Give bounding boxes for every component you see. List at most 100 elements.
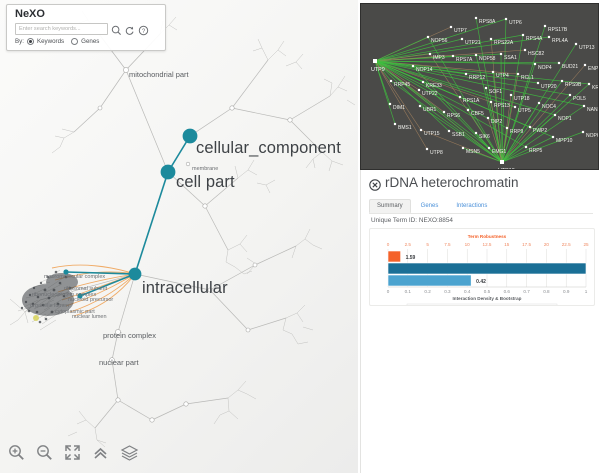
gene-node[interactable] xyxy=(528,125,532,129)
network-nodes[interactable] xyxy=(373,16,591,164)
search-row[interactable]: ? xyxy=(15,22,159,36)
gene-node[interactable] xyxy=(516,72,520,76)
gene-node[interactable] xyxy=(500,160,504,164)
tree-toolbar[interactable] xyxy=(8,444,139,466)
tree-dense-cluster[interactable] xyxy=(17,269,78,331)
search-icon[interactable] xyxy=(111,23,122,35)
gene-node[interactable] xyxy=(499,52,503,56)
gene-node[interactable] xyxy=(464,72,468,76)
network-edge xyxy=(374,36,429,62)
network-edge xyxy=(501,80,563,163)
search-panel[interactable]: NeXO ? By: Keywords Genes xyxy=(6,4,166,51)
gene-node[interactable] xyxy=(581,130,585,134)
gene-node[interactable] xyxy=(466,108,470,112)
gene-node[interactable] xyxy=(547,35,551,39)
panel-tabs[interactable]: Summary Genes Interactions xyxy=(369,199,495,213)
gene-node[interactable] xyxy=(461,146,465,150)
gene-node[interactable] xyxy=(474,131,478,135)
tree-nodes[interactable] xyxy=(67,67,293,423)
gene-label: RPS8A xyxy=(479,19,496,25)
gene-node[interactable] xyxy=(513,105,517,109)
gene-label: NAN1 xyxy=(587,107,598,113)
gene-node[interactable] xyxy=(458,95,462,99)
network-edge xyxy=(419,105,503,163)
help-icon[interactable]: ? xyxy=(138,23,149,36)
gene-node[interactable] xyxy=(504,17,508,21)
gene-node[interactable] xyxy=(428,52,432,56)
search-by-row[interactable]: By: Keywords Genes xyxy=(15,38,103,45)
gene-label: BMS1 xyxy=(398,125,412,131)
gene-node[interactable] xyxy=(560,79,564,83)
network-graph[interactable]: UTP9 UTP10 RPS8A UTP6 UTP7 RPS17B NOP56 UTP21 RP… xyxy=(361,4,598,169)
gene-node[interactable] xyxy=(489,37,493,41)
tab-summary[interactable]: Summary xyxy=(369,199,411,213)
gene-node[interactable] xyxy=(451,54,455,58)
gene-node[interactable] xyxy=(449,25,453,29)
gene-label: DIM1 xyxy=(393,105,405,111)
zoom-out-icon[interactable] xyxy=(36,444,53,466)
network-edge xyxy=(374,60,516,108)
gene-node[interactable] xyxy=(442,110,446,114)
gene-node[interactable] xyxy=(587,82,591,86)
network-edge xyxy=(374,60,420,91)
layers-icon[interactable] xyxy=(120,444,139,466)
gene-node[interactable] xyxy=(389,79,393,83)
gene-node[interactable] xyxy=(419,128,423,132)
gene-node[interactable] xyxy=(509,93,513,97)
radio-genes-label: Genes xyxy=(81,38,100,45)
gene-node[interactable] xyxy=(543,24,547,28)
tab-genes[interactable]: Genes xyxy=(420,203,439,209)
radio-genes[interactable] xyxy=(71,38,79,45)
tree-graph[interactable] xyxy=(0,0,358,473)
gene-node[interactable] xyxy=(536,81,540,85)
gene-node[interactable] xyxy=(524,145,528,149)
gene-node[interactable] xyxy=(537,101,541,105)
gene-node[interactable] xyxy=(393,122,397,126)
gene-label: UTP21 xyxy=(465,40,481,46)
search-input[interactable] xyxy=(15,22,108,35)
gene-node[interactable] xyxy=(523,48,527,52)
gene-label: UTP7 xyxy=(454,28,467,34)
network-edge xyxy=(374,60,490,149)
term-info-panel[interactable]: rDNA heterochromatin Summary Genes Inter… xyxy=(360,170,600,473)
gene-node[interactable] xyxy=(425,147,429,151)
gene-node[interactable] xyxy=(426,35,430,39)
zoom-in-icon[interactable] xyxy=(8,444,25,466)
gene-node[interactable] xyxy=(417,88,421,92)
tree-selected-nodes[interactable] xyxy=(63,128,198,299)
gene-node[interactable] xyxy=(474,53,478,57)
gene-node[interactable] xyxy=(486,116,490,120)
fit-screen-icon[interactable] xyxy=(64,444,81,466)
gene-node[interactable] xyxy=(574,42,578,46)
by-label: By: xyxy=(15,38,24,45)
gene-node[interactable] xyxy=(489,100,493,104)
gene-node[interactable] xyxy=(460,37,464,41)
gene-node[interactable] xyxy=(583,63,587,67)
gene-node[interactable] xyxy=(568,93,572,97)
gene-node[interactable] xyxy=(474,16,478,20)
gene-node[interactable] xyxy=(411,64,415,68)
gene-node[interactable] xyxy=(557,61,561,65)
gene-node[interactable] xyxy=(487,146,491,150)
collapse-icon[interactable] xyxy=(92,444,109,466)
gene-node[interactable] xyxy=(373,59,377,63)
close-circle-icon[interactable] xyxy=(369,178,381,191)
gene-node[interactable] xyxy=(551,135,555,139)
gene-node[interactable] xyxy=(533,62,537,66)
gene-node[interactable] xyxy=(553,113,557,117)
gene-node[interactable] xyxy=(388,102,392,106)
gene-label: NOP14 xyxy=(416,67,433,73)
ontology-tree-view[interactable]: mitochondrial part cellular_component cell… xyxy=(0,0,358,473)
gene-node[interactable] xyxy=(447,129,451,133)
gene-node[interactable] xyxy=(421,80,425,84)
gene-node[interactable] xyxy=(505,126,509,130)
gene-node[interactable] xyxy=(491,70,495,74)
refresh-icon[interactable] xyxy=(124,23,135,35)
gene-interaction-network[interactable]: UTP9 UTP10 RPS8A UTP6 UTP7 RPS17B NOP56 UTP21 RP… xyxy=(360,3,599,170)
gene-node[interactable] xyxy=(484,86,488,90)
gene-node[interactable] xyxy=(521,33,525,37)
gene-node[interactable] xyxy=(418,104,422,108)
gene-node[interactable] xyxy=(582,104,586,108)
tab-interactions[interactable]: Interactions xyxy=(456,203,488,209)
radio-keywords[interactable] xyxy=(26,38,34,45)
